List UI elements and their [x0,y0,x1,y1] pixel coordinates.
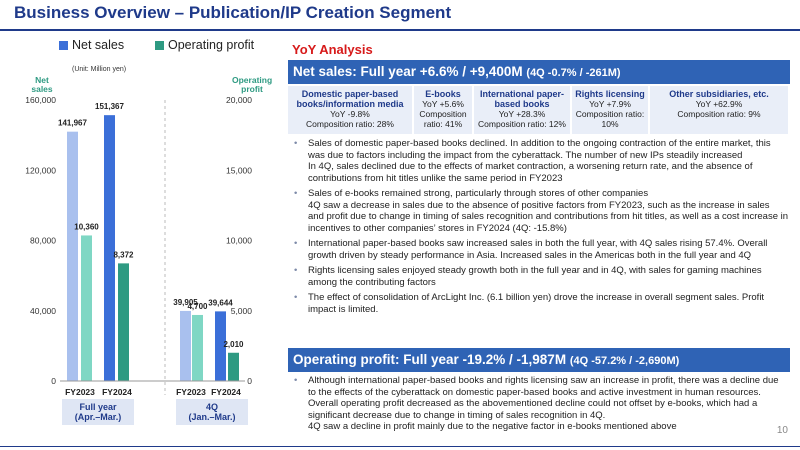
category-tick-label: FY2024 [102,387,132,397]
page-number: 10 [776,425,788,436]
right-tick-label: 15,000 [226,165,252,175]
category-tick-label: FY2023 [65,387,95,397]
category-box: Rights licensing YoY +7.9% Composition rat… [572,86,648,134]
legend-operating-profit: Operating profit [155,38,254,52]
right-axis-title: Operating profit [232,75,273,94]
note-text: The effect of consolidation of ArcLight … [308,292,765,315]
net-sales-data-label: 151,367 [95,102,124,111]
note-text: Rights licensing sales enjoyed steady gr… [308,265,762,288]
category-title: Domestic paper-based books/information m… [296,89,404,109]
note-text: Sales of domestic paper-based books decl… [308,138,771,161]
note-item: Although international paper-based books… [288,375,788,433]
net-sales-bar [180,310,191,381]
category-box: Domestic paper-based books/information m… [288,86,412,134]
category-title: Other subsidiaries, etc. [669,89,769,99]
note-item: International paper-based books saw incr… [288,238,788,261]
net-sales-data-label: 39,644 [208,298,233,307]
category-metric: Composition ratio: 10% [575,109,645,129]
category-metric: Composition ratio: 12% [478,119,566,129]
group-label: Full year [79,402,117,412]
legend-label-net-sales: Net sales [72,38,125,52]
net-sales-band: Net sales: Full year +6.6% / +9,400M (4Q… [288,60,790,84]
right-tick-label: 10,000 [226,236,252,246]
net-sales-notes: Sales of domestic paper-based books decl… [288,138,788,319]
category-title: E-books [425,89,461,99]
operating-profit-data-label: 2,010 [223,340,244,349]
yoy-heading: YoY Analysis [292,42,373,57]
note-text: Sales of e-books remained strong, partic… [308,188,649,199]
page-title: Business Overview – Publication/IP Creat… [14,3,452,22]
operating-profit-data-label: 10,360 [74,222,99,231]
operating-profit-data-label: 4,700 [187,302,208,311]
legend-net-sales: Net sales [59,38,124,52]
left-tick-label: 40,000 [30,306,56,316]
category-breakdown: Domestic paper-based books/information m… [288,86,790,134]
category-box: E-books YoY +5.6% Composition ratio: 41% [414,86,472,134]
category-metric: YoY +7.9% [589,99,631,109]
note-text: International paper-based books saw incr… [308,238,768,261]
category-metric: Composition ratio: 28% [306,119,394,129]
note-subtext: In 4Q, sales declined due to the effects… [308,161,753,184]
op-band-sub: (4Q -57.2% / -2,690M) [569,355,680,367]
note-subtext: 4Q saw a decline in profit mainly due to… [308,421,677,432]
category-metric: Composition ratio: 41% [419,109,467,129]
left-axis-title: Net sales [31,75,53,94]
net-sales-band-sub: (4Q -0.7% / -261M) [526,67,621,79]
category-metric: Composition ratio: 9% [677,109,761,119]
operating-profit-bar [192,314,203,381]
category-title: International paper-based books [479,89,564,109]
category-metric: YoY +28.3% [498,109,546,119]
left-tick-label: 120,000 [25,165,56,175]
legend-swatch-net-sales [59,40,68,50]
note-subtext: 4Q saw a decrease in sales due to the ab… [308,199,789,234]
note-item: The effect of consolidation of ArcLight … [288,292,788,315]
net-sales-band-main: Net sales: Full year +6.6% / +9,400M [293,64,523,79]
operating-profit-band: Operating profit: Full year -19.2% / -1,… [288,348,790,372]
title-divider [0,29,800,31]
bottom-divider [0,446,800,447]
category-tick-label: FY2023 [176,387,206,397]
category-box: International paper-based books YoY +28.3… [474,86,570,134]
operating-profit-bar [81,235,92,381]
operating-profit-bar [228,352,239,381]
left-tick-label: 80,000 [30,236,56,246]
category-title: Rights licensing [575,89,645,99]
note-text: Although international paper-based books… [308,375,779,421]
group-label: 4Q [206,402,218,412]
legend-swatch-operating-profit [155,40,164,50]
operating-profit-bar [118,263,129,381]
op-band-main: Operating profit: Full year -19.2% / -1,… [293,352,567,367]
operating-profit-data-label: 8,372 [113,250,134,259]
right-tick-label: 0 [247,376,252,386]
note-item: Rights licensing sales enjoyed steady gr… [288,265,788,288]
net-sales-bar [67,131,78,381]
group-label: (Jan.–Mar.) [188,412,235,422]
legend-label-operating-profit: Operating profit [168,38,255,52]
right-tick-label: 20,000 [226,95,252,105]
category-metric: YoY +62.9% [695,99,743,109]
operating-profit-notes: Although international paper-based books… [288,375,788,437]
net-sales-bar [215,311,226,381]
group-label: (Apr.–Mar.) [75,412,122,422]
left-tick-label: 160,000 [25,95,56,105]
group-label-box [62,399,134,425]
net-sales-bar [104,115,115,381]
note-item: Sales of domestic paper-based books decl… [288,138,788,184]
unit-label: (Unit: Million yen) [72,66,127,73]
bar-chart: 0 40,000 80,000 120,000 160,000 0 5,000 10,000 1… [25,95,253,425]
category-tick-label: FY2024 [211,387,241,397]
category-box: Other subsidiaries, etc. YoY +62.9% Compos… [650,86,788,134]
net-sales-data-label: 39,905 [173,298,198,307]
net-sales-data-label: 141,967 [58,119,87,128]
right-tick-label: 5,000 [231,306,253,316]
category-metric: YoY -9.8% [330,109,370,119]
left-tick-label: 0 [51,376,56,386]
group-label-box [176,399,248,425]
note-item: Sales of e-books remained strong, partic… [288,188,788,234]
category-metric: YoY +5.6% [422,99,464,109]
